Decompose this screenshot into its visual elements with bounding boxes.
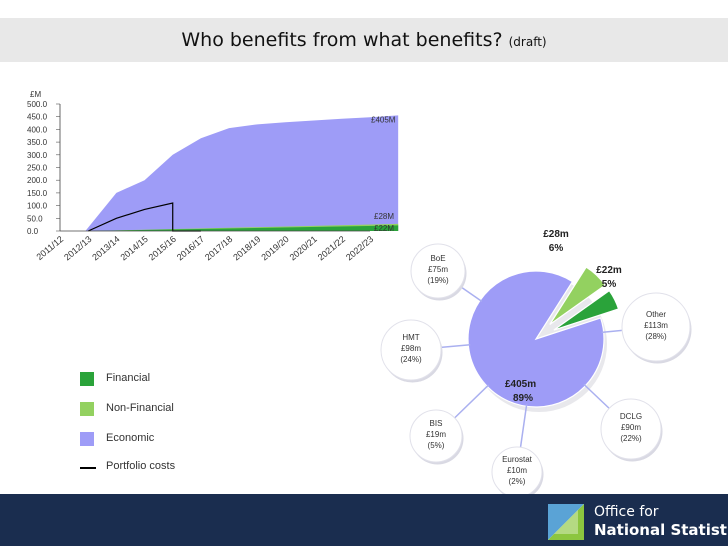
bubble-connector: [454, 384, 490, 419]
beneficiary-bubble: [409, 409, 463, 463]
y-tick-label: 300.0: [27, 151, 48, 160]
legend-line-portfolio-costs: [80, 467, 96, 469]
bubble-connector: [601, 329, 623, 334]
beneficiary-label: BIS: [430, 419, 443, 428]
beneficiary-label: (22%): [620, 434, 642, 443]
legend-item-financial: Financial: [80, 370, 240, 390]
y-tick-label: 150.0: [27, 189, 48, 198]
x-tick-label: 2014/15: [118, 234, 149, 263]
legend-label-economic: Economic: [106, 432, 155, 444]
y-tick-label: 350.0: [27, 138, 48, 147]
pie-slice-label-value: £405m: [505, 379, 536, 390]
beneficiary-label: (2%): [509, 477, 526, 486]
y-tick-label: 50.0: [27, 214, 43, 223]
bubble-connector: [440, 344, 471, 349]
beneficiary-label: HMT: [402, 333, 419, 342]
pie-slice-label-value: £28m: [543, 229, 569, 240]
ons-logo-text: Office for National Statistics: [594, 503, 728, 539]
area-series-economic: [85, 115, 399, 231]
bubble-connector: [519, 404, 528, 448]
annotation-financial-total: £22M: [374, 224, 394, 233]
x-tick-label: 2020/21: [288, 234, 319, 263]
pie-slice-label-value: £22m: [596, 265, 622, 276]
pie-slice-2: [553, 289, 620, 331]
legend-swatch-non-financial: [80, 402, 94, 416]
annotation-economic-total: £405M: [371, 115, 396, 124]
beneficiary-label: (28%): [645, 332, 667, 341]
x-tick-label: 2017/18: [203, 234, 234, 263]
legend-swatch-financial: [80, 372, 94, 386]
x-tick-label: 2012/13: [62, 234, 93, 263]
x-tick-label: 2016/17: [175, 234, 206, 263]
bubble-connector: [583, 383, 610, 409]
annotation-non-financial-total: £28M: [374, 212, 394, 221]
y-tick-label: 200.0: [27, 176, 48, 185]
page-title: Who benefits from what benefits? (draft): [0, 29, 728, 51]
legend-item-economic: Economic: [80, 430, 240, 450]
beneficiary-label: £98m: [401, 344, 421, 353]
beneficiary-label: £90m: [621, 423, 641, 432]
x-tick-label: 2022/23: [344, 234, 375, 263]
beneficiary-label: DCLG: [620, 412, 642, 421]
title-text: Who benefits from what benefits?: [181, 29, 503, 51]
beneficiary-label: £113m: [644, 321, 668, 330]
title-bar: [0, 18, 728, 62]
x-tick-label: 2011/12: [34, 234, 65, 262]
y-tick-label: 250.0: [27, 164, 48, 173]
beneficiary-label: £10m: [507, 466, 527, 475]
area-series-financial: [88, 225, 399, 231]
ons-logo-line2: National Statistics: [594, 521, 728, 539]
legend-item-non-financial: Non-Financial: [80, 400, 240, 420]
beneficiary-bubble: [600, 398, 662, 460]
x-tick-label: 2015/16: [147, 234, 178, 263]
x-tick-label: 2018/19: [231, 234, 262, 263]
beneficiary-label: £19m: [426, 430, 446, 439]
legend-label-non-financial: Non-Financial: [106, 402, 174, 414]
legend-item-portfolio-costs: Portfolio costs: [80, 458, 240, 478]
y-tick-label: 500.0: [27, 100, 48, 109]
beneficiary-bubble: [380, 319, 442, 381]
pie-slice-label-pct: 6%: [549, 243, 564, 254]
beneficiary-label: (24%): [400, 355, 422, 364]
beneficiary-bubble: [410, 243, 466, 299]
y-tick-label: 400.0: [27, 125, 48, 134]
y-tick-label: 100.0: [27, 202, 48, 211]
pie-slice-label-pct: 5%: [602, 279, 617, 290]
beneficiary-label: Other: [646, 310, 666, 319]
x-tick-label: 2021/22: [316, 234, 347, 263]
ons-logo-line1: Office for: [594, 504, 659, 520]
beneficiary-label: BoE: [430, 254, 445, 263]
pie-slice-label-pct: 89%: [513, 393, 533, 404]
bubble-connector: [459, 285, 483, 302]
legend-label-portfolio-costs: Portfolio costs: [106, 460, 176, 472]
y-tick-label: 450.0: [27, 113, 48, 122]
beneficiary-label: Eurostat: [502, 455, 533, 464]
beneficiary-label: (19%): [427, 276, 449, 285]
legend-swatch-economic: [80, 432, 94, 446]
beneficiary-label: £75m: [428, 265, 448, 274]
title-subtitle: (draft): [508, 35, 547, 49]
beneficiary-label: (5%): [428, 441, 445, 450]
x-tick-label: 2013/14: [90, 234, 121, 263]
ons-logo-icon: [548, 504, 584, 540]
y-tick-label: 0.0: [27, 227, 39, 236]
pie-slice-1: [549, 266, 607, 325]
y-axis-label: £M: [30, 90, 41, 99]
beneficiary-bubble: [621, 292, 691, 362]
footer-bar: [0, 494, 728, 546]
pie-slice-0: [467, 270, 605, 408]
legend-label-financial: Financial: [106, 372, 151, 384]
x-tick-label: 2019/20: [259, 234, 290, 263]
